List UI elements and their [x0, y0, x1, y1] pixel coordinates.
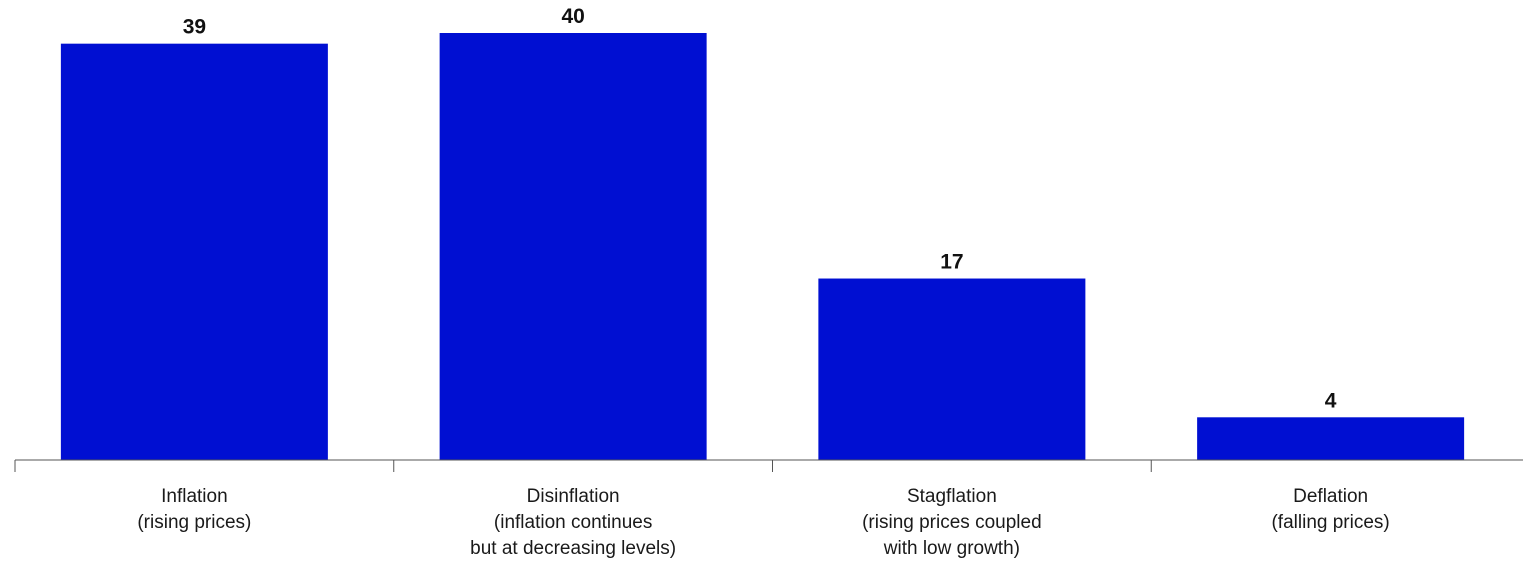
category-labels-group: Inflation (rising prices) Disinflation (inf… [137, 486, 1389, 559]
category-label-line: (rising prices) [137, 512, 251, 533]
bars-group [60, 33, 1465, 461]
category-label: Inflation (rising prices) [137, 486, 251, 533]
bar-value-label: 40 [561, 5, 584, 28]
category-label: Disinflation (inflation continues but at d… [470, 486, 676, 559]
category-label: Stagflation (rising prices coupled with lo… [862, 486, 1042, 559]
category-label-line: (inflation continues [494, 512, 652, 533]
bar [439, 33, 707, 460]
bar-value-label: 17 [940, 251, 963, 274]
category-label-line: Deflation [1293, 486, 1368, 507]
bar [60, 43, 328, 461]
bar-value-label: 39 [183, 16, 206, 39]
category-label-line: (rising prices coupled [862, 512, 1042, 533]
category-label-line: Inflation [161, 486, 228, 507]
bar-value-label: 4 [1325, 389, 1337, 412]
category-label: Deflation (falling prices) [1271, 486, 1389, 533]
bar [1197, 417, 1465, 460]
value-labels-group: 39 40 17 4 [183, 5, 1337, 412]
category-label-line: but at decreasing levels) [470, 538, 676, 559]
bar [818, 278, 1086, 460]
category-label-line: Disinflation [527, 486, 620, 507]
x-axis [14, 459, 1523, 472]
category-label-line: with low growth) [883, 538, 1020, 559]
category-label-line: Stagflation [907, 486, 997, 507]
category-label-line: (falling prices) [1271, 512, 1389, 533]
